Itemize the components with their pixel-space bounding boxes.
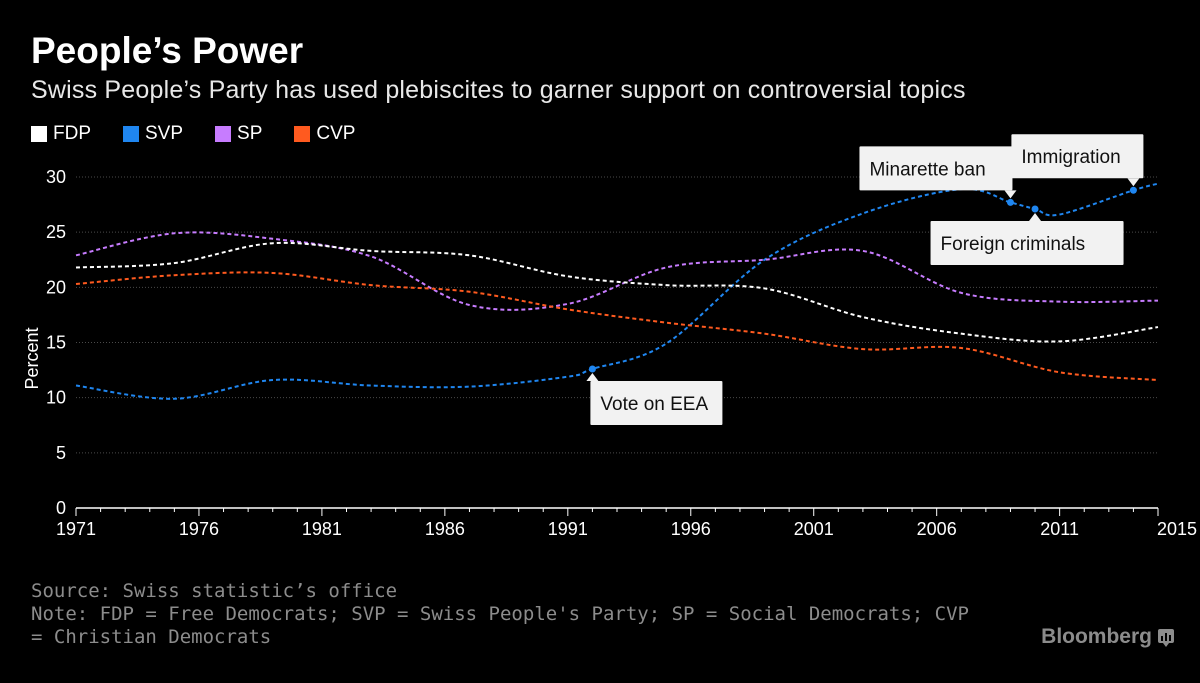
x-tick-label: 2001 [794,519,834,539]
legend-label-fdp: FDP [53,123,91,144]
y-axis-label: Percent [22,327,42,389]
y-tick-label: 5 [56,443,66,463]
annotation-marker [1129,186,1137,194]
series-line-cvp [75,271,1159,382]
annotation-box [590,380,723,425]
legend-item-fdp: FDP [31,123,91,145]
brand-logo: Bloomberg [1041,625,1174,649]
annotation-pointer [1004,190,1017,199]
annotation-marker [588,365,596,373]
legend-label-svp: SVP [145,123,184,144]
chart-subtitle: Swiss People’s Party has used plebiscite… [31,76,966,104]
annotation-box [1011,134,1144,179]
legend-label-cvp: CVP [316,123,356,144]
definitions-note: Note: FDP = Free Democrats; SVP = Swiss … [31,603,969,648]
x-tick-label: 1971 [56,519,96,539]
chart-title: People’s Power [31,30,304,71]
annotation-marker [1006,198,1014,206]
legend-label-sp: SP [237,123,263,144]
annotation-label: Vote on EEA [600,394,708,415]
bloomberg-terminal-icon [1158,629,1174,647]
annotation-pointer [1029,212,1042,221]
series-line-fdp [75,241,1159,343]
chart-legend: FDP SVP SP CVP [31,123,355,145]
annotation-box [930,220,1124,265]
annotation-label: Immigration [1021,147,1120,168]
brand-name: Bloomberg [1041,625,1152,648]
y-tick-label: 30 [46,167,66,187]
y-tick-label: 20 [46,277,66,297]
source-note: Source: Swiss statistic’s office [31,580,398,602]
legend-item-cvp: CVP [294,123,355,145]
x-tick-label: 1981 [302,519,342,539]
y-tick-label: 10 [46,388,66,408]
legend-swatch-sp [215,126,232,142]
x-tick-label: 1976 [179,519,219,539]
annotation-label: Minarette ban [869,159,985,180]
legend-item-sp: SP [215,123,262,145]
x-tick-label: 2006 [917,519,957,539]
x-tick-label: 1996 [671,519,711,539]
chart-footer: Source: Swiss statistic’s office Note: F… [31,580,991,649]
legend-item-svp: SVP [123,123,183,145]
annotation-pointer [1127,178,1140,187]
legend-swatch-fdp [31,126,47,142]
x-tick-label: 2011 [1040,519,1079,539]
x-tick-label: 1991 [548,519,588,539]
legend-swatch-svp [123,126,139,142]
legend-swatch-cvp [294,126,311,142]
y-tick-label: 0 [56,498,66,518]
y-tick-label: 25 [46,222,66,242]
y-tick-label: 15 [46,333,66,353]
annotation-box [859,146,1013,191]
x-tick-label: 2015 [1157,519,1197,539]
annotation-marker [1031,205,1039,213]
annotation-pointer [586,372,599,381]
series-line-svp [75,182,1159,400]
x-tick-label: 1986 [425,519,465,539]
series-line-sp [75,231,1159,311]
annotation-label: Foreign criminals [941,234,1086,255]
